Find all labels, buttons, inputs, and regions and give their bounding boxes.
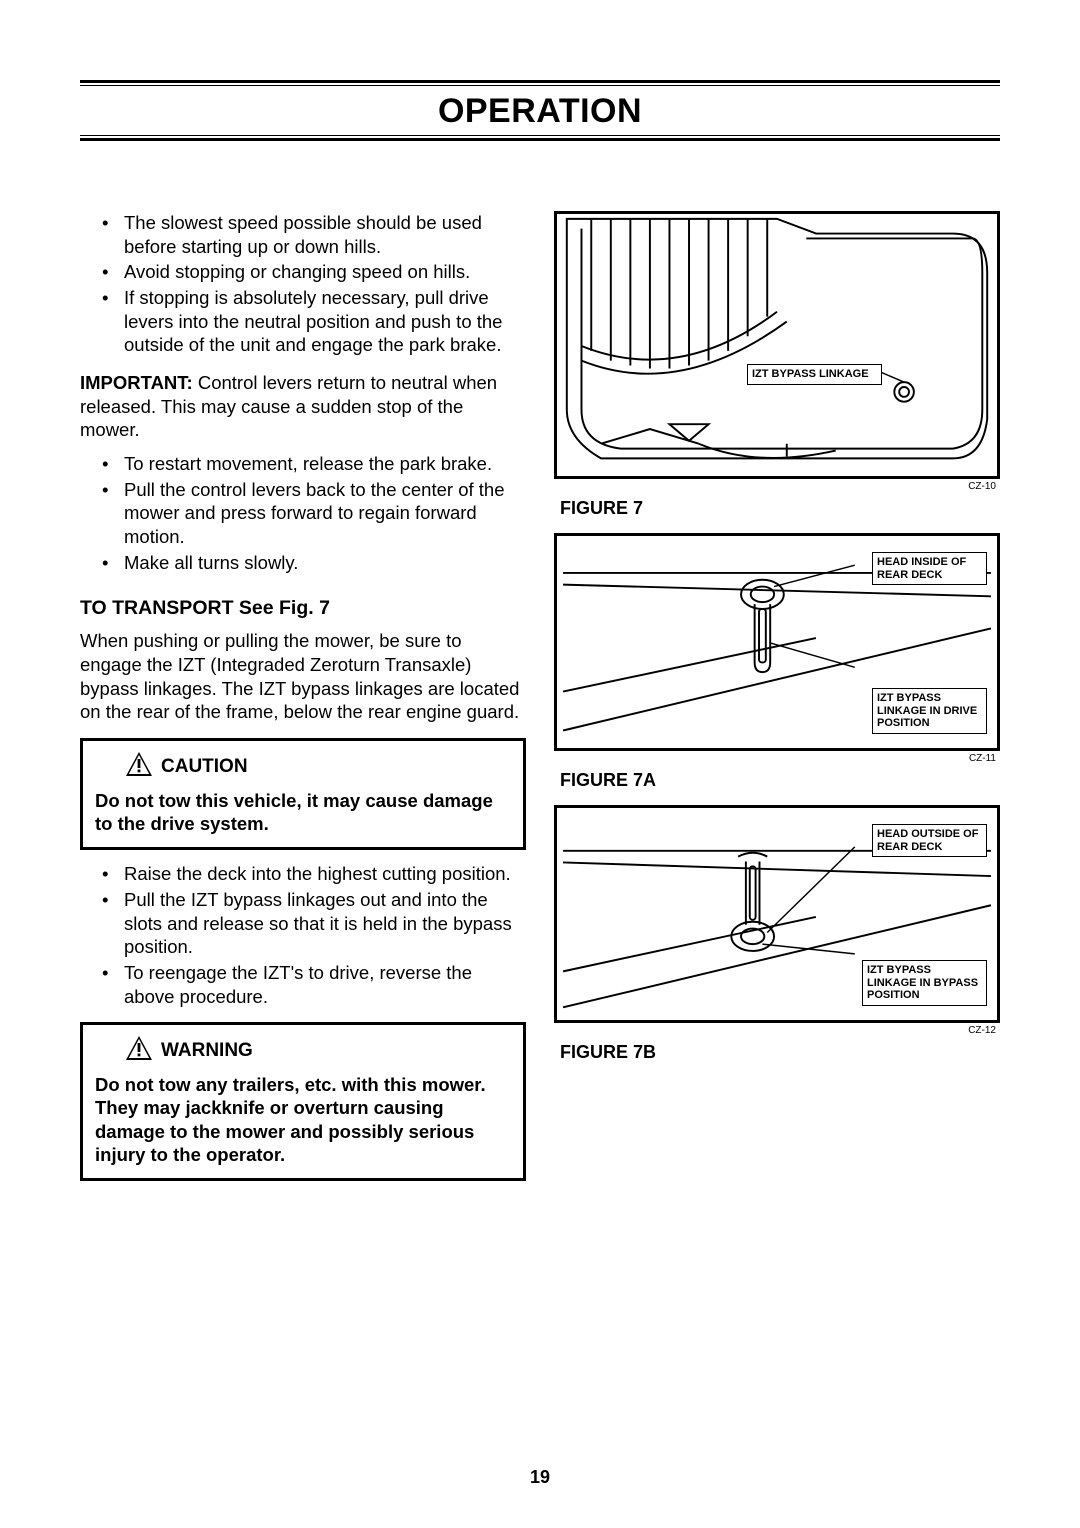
bullet-list-3: Raise the deck into the highest cutting … <box>80 862 526 1008</box>
figure-7-ref: CZ-10 <box>554 481 996 492</box>
figure-7b-caption: FIGURE 7B <box>560 1042 1000 1063</box>
page-number: 19 <box>0 1467 1080 1488</box>
caution-body: Do not tow this vehicle, it may cause da… <box>95 789 511 836</box>
figure-7a-caption: FIGURE 7A <box>560 770 1000 791</box>
caution-box: CAUTION Do not tow this vehicle, it may … <box>80 738 526 850</box>
figure-7a-callout-bottom: IZT BYPASS LINKAGE IN DRIVE POSITION <box>872 688 987 734</box>
caution-header: CAUTION <box>95 751 511 783</box>
list-item: The slowest speed possible should be use… <box>124 211 526 258</box>
important-label: IMPORTANT: <box>80 372 193 393</box>
list-item: Make all turns slowly. <box>124 551 526 575</box>
list-item: Pull the control levers back to the cent… <box>124 478 526 549</box>
bullet-list-2: To restart movement, release the park br… <box>80 452 526 574</box>
figure-7a-callout-top: HEAD INSIDE OF REAR DECK <box>872 552 987 585</box>
figure-7b-callout-top: HEAD OUTSIDE OF REAR DECK <box>872 824 987 857</box>
bullet-list-1: The slowest speed possible should be use… <box>80 211 526 357</box>
caution-label: CAUTION <box>161 755 248 779</box>
transport-heading: TO TRANSPORT See Fig. 7 <box>80 596 526 621</box>
list-item: To reengage the IZT's to drive, reverse … <box>124 961 526 1008</box>
figure-7b-frame: HEAD OUTSIDE OF REAR DECK IZT BYPASS LIN… <box>554 805 1000 1023</box>
list-item: Avoid stopping or changing speed on hill… <box>124 260 526 284</box>
warning-body: Do not tow any trailers, etc. with this … <box>95 1073 511 1166</box>
figure-7-callout: IZT BYPASS LINKAGE <box>747 364 882 385</box>
figure-7-illustration <box>557 214 997 476</box>
warning-triangle-icon <box>125 1035 153 1067</box>
list-item: Pull the IZT bypass linkages out and int… <box>124 888 526 959</box>
transport-paragraph: When pushing or pulling the mower, be su… <box>80 629 526 724</box>
figure-7-frame: IZT BYPASS LINKAGE <box>554 211 1000 479</box>
figure-7-caption: FIGURE 7 <box>560 498 1000 519</box>
top-rule <box>80 80 1000 86</box>
figure-7b-ref: CZ-12 <box>554 1025 996 1036</box>
left-column: The slowest speed possible should be use… <box>80 211 526 1193</box>
title-under-rule <box>80 135 1000 141</box>
figure-7b-callout-bottom: IZT BYPASS LINKAGE IN BYPASS POSITION <box>862 960 987 1006</box>
list-item: Raise the deck into the highest cutting … <box>124 862 526 886</box>
warning-box: WARNING Do not tow any trailers, etc. wi… <box>80 1022 526 1181</box>
warning-header: WARNING <box>95 1035 511 1067</box>
warning-label: WARNING <box>161 1039 253 1063</box>
right-column: IZT BYPASS LINKAGE CZ-10 FIGURE 7 <box>554 211 1000 1193</box>
warning-triangle-icon <box>125 751 153 783</box>
list-item: If stopping is absolutely necessary, pul… <box>124 286 526 357</box>
page-title: OPERATION <box>80 92 1000 131</box>
important-paragraph: IMPORTANT: Control levers return to neut… <box>80 371 526 442</box>
list-item: To restart movement, release the park br… <box>124 452 526 476</box>
figure-7a-frame: HEAD INSIDE OF REAR DECK IZT BYPASS LINK… <box>554 533 1000 751</box>
two-column-layout: The slowest speed possible should be use… <box>80 211 1000 1193</box>
figure-7a-ref: CZ-11 <box>554 753 996 764</box>
